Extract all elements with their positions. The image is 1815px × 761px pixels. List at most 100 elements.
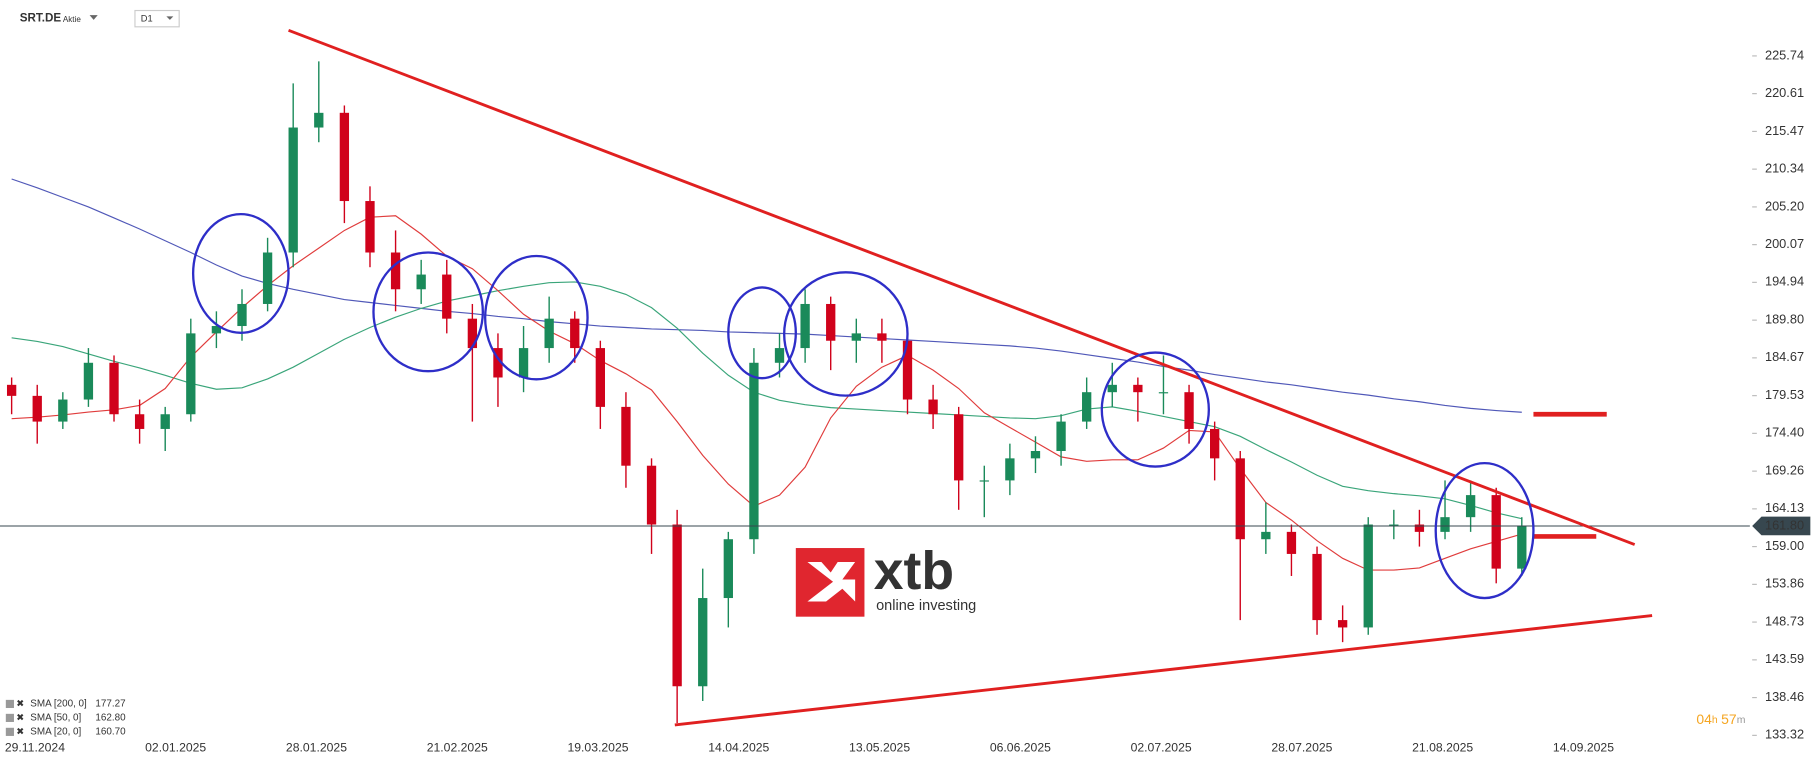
plot-area: 225.74 220.61 215.47 210.34 205.20 200.07 194.… — [0, 47, 1811, 754]
timer-minutes: 57 — [1721, 711, 1737, 727]
annotations — [191, 28, 1653, 727]
candle-body — [698, 598, 708, 687]
y-tick-label: 225.74 — [1765, 47, 1804, 62]
resistance-trendline — [288, 28, 1636, 546]
candle-body — [442, 274, 452, 319]
highlight-circle — [191, 212, 290, 334]
candle-body — [58, 399, 68, 422]
y-tick-label: 194.94 — [1765, 274, 1804, 289]
candle-body — [32, 395, 42, 422]
candle-body — [467, 318, 478, 349]
logo-icon — [807, 562, 856, 602]
legend-value: 177.27 — [95, 699, 125, 710]
candle-body — [1312, 553, 1322, 621]
last-price-box — [1752, 516, 1811, 536]
candle-body — [544, 318, 554, 349]
legend-name: SMA [50, 0] — [30, 713, 81, 724]
candle-body — [954, 414, 964, 481]
legend-icon — [5, 699, 14, 709]
logo-tagline: online investing — [876, 598, 976, 614]
x-tick-label: 28.07.2025 — [1271, 740, 1332, 754]
candle-body — [1082, 392, 1092, 422]
candle-body — [1184, 392, 1194, 429]
candle-body — [672, 524, 682, 687]
candle-body — [928, 399, 938, 415]
candle-body — [774, 348, 785, 363]
candle-body — [1056, 421, 1066, 452]
y-tick-label: 164.13 — [1765, 500, 1804, 515]
legend-close: ✖ — [16, 712, 24, 722]
candle-body — [1465, 495, 1476, 518]
highlight-circle — [783, 271, 909, 397]
interval-select[interactable] — [134, 9, 180, 28]
y-tick-label: 148.73 — [1765, 613, 1804, 628]
highlight-circle — [1434, 461, 1535, 600]
highlight-circle — [1100, 351, 1211, 468]
legend-value: 160.70 — [95, 726, 126, 737]
timer-m: m — [1737, 715, 1746, 726]
symbol[interactable]: SRT.DE — [20, 12, 62, 25]
candle-body — [1286, 531, 1297, 554]
sma-line — [11, 281, 1522, 520]
y-tick-label: 138.46 — [1765, 689, 1804, 704]
last-price-label: 161.80 — [1765, 517, 1804, 532]
candle-timer: 04h 57m — [1696, 711, 1745, 727]
y-tick-label: 210.34 — [1765, 161, 1804, 176]
candle-body — [902, 340, 913, 400]
y-tick-label: 153.86 — [1765, 576, 1804, 591]
y-tick-label: 159.00 — [1765, 538, 1804, 553]
candle-body — [1133, 384, 1143, 393]
candle-body — [851, 333, 861, 341]
y-tick-label: 189.80 — [1765, 312, 1804, 327]
candle-body — [1005, 458, 1015, 481]
y-tick-label: 174.40 — [1765, 425, 1804, 440]
y-tick-label: 215.47 — [1765, 123, 1804, 138]
candle-body — [877, 333, 887, 341]
x-tick-label: 02.07.2025 — [1131, 740, 1192, 754]
highlight-circle — [484, 254, 589, 381]
candle-body — [83, 362, 94, 400]
candle-body — [646, 465, 657, 525]
candle-body — [1030, 451, 1041, 459]
candle-body — [1440, 517, 1450, 532]
candle-body — [979, 480, 989, 482]
legend-name: SMA [20, 0] — [30, 726, 81, 737]
candle-body — [1517, 525, 1527, 569]
instrument-kind: Aktie — [63, 15, 82, 24]
candle-body — [1414, 524, 1425, 532]
y-tick-label: 133.32 — [1765, 727, 1804, 742]
support-trendline — [674, 614, 1653, 727]
candle-body — [723, 539, 733, 599]
candle-body — [288, 127, 298, 253]
interval-dropdown[interactable] — [166, 16, 174, 20]
y-tick-label: 220.61 — [1765, 85, 1804, 100]
x-tick-label: 21.02.2025 — [427, 740, 488, 754]
candle-body — [518, 348, 529, 378]
symbol-dropdown[interactable] — [89, 15, 98, 20]
candle-body — [1210, 428, 1220, 459]
x-tick-label: 28.01.2025 — [286, 740, 347, 754]
legend-close: ✖ — [16, 698, 24, 708]
candle-body — [416, 274, 426, 290]
x-tick-label: 19.03.2025 — [567, 740, 628, 754]
candle-body — [800, 303, 810, 349]
y-tick-label: 179.53 — [1765, 387, 1804, 402]
candle-body — [1107, 384, 1117, 393]
highlight-circle — [727, 286, 797, 380]
candle-body — [365, 201, 375, 253]
candle-body — [570, 318, 580, 349]
y-tick-label: 200.07 — [1765, 236, 1804, 251]
timer-hours: 04 — [1696, 711, 1712, 727]
candle-body — [186, 333, 196, 415]
x-tick-label: 14.04.2025 — [708, 740, 769, 754]
legend-name: SMA [200, 0] — [30, 699, 87, 710]
candle-body — [826, 303, 836, 341]
candle-body — [493, 348, 503, 378]
candle-body — [1389, 524, 1399, 526]
candle-body — [1158, 392, 1169, 394]
candle-body — [109, 362, 119, 415]
candle-body — [6, 384, 17, 396]
candle-body — [1491, 495, 1501, 569]
x-tick-label: 14.09.2025 — [1553, 740, 1614, 754]
